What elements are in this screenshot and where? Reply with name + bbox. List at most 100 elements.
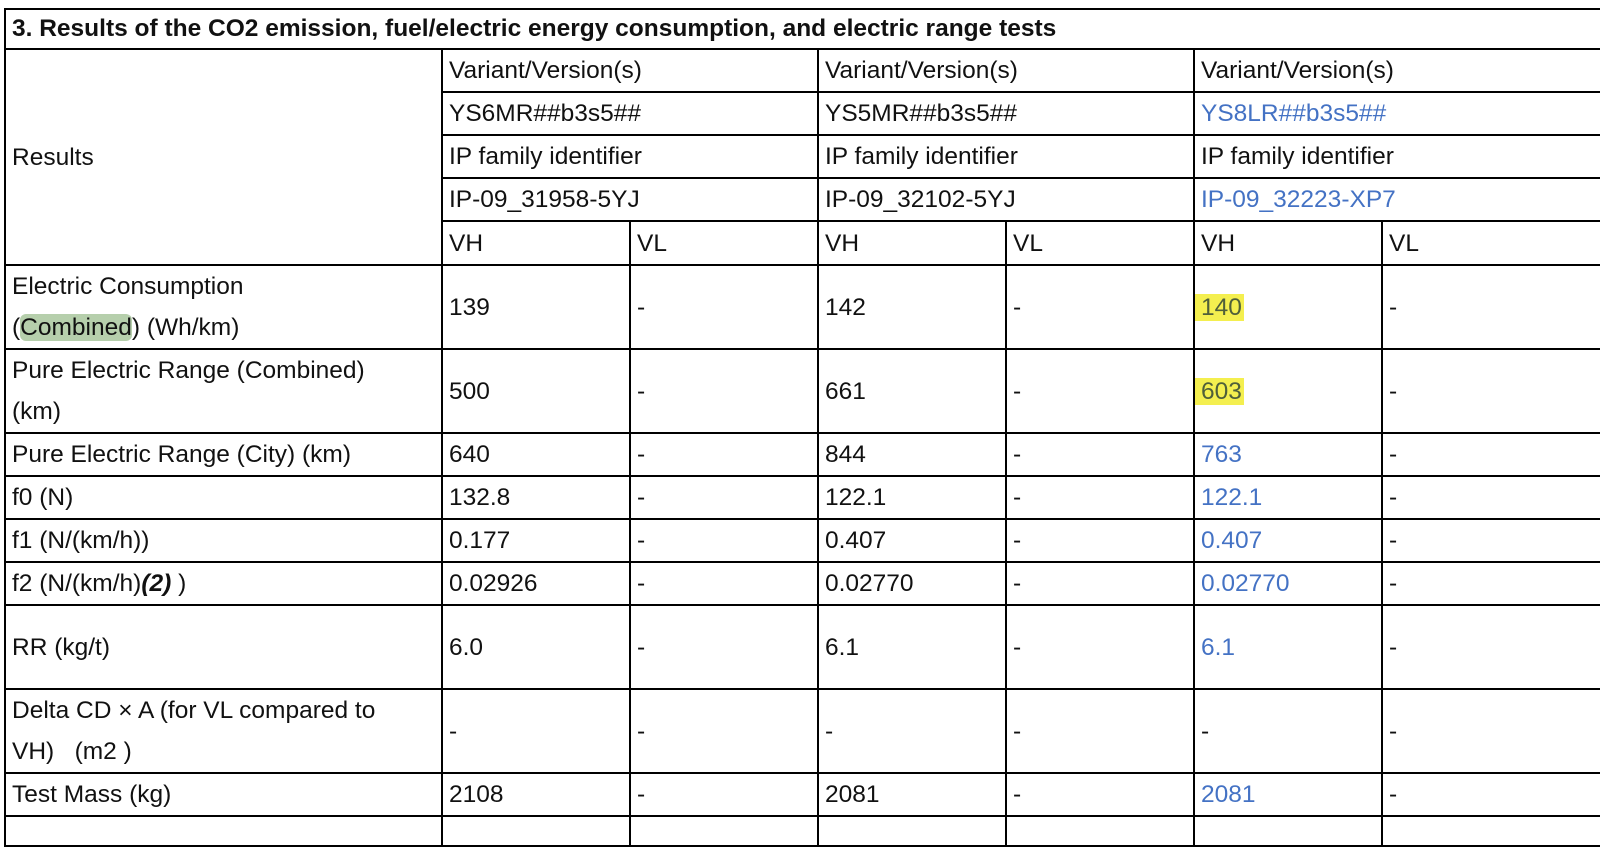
cell-value: 6.0	[441, 604, 631, 690]
cell-value: -	[629, 772, 819, 817]
vh-label-3: VH	[1193, 220, 1383, 266]
results-label: Results	[4, 48, 443, 266]
row-label-range-combined: Pure Electric Range (Combined) (km)	[4, 348, 443, 434]
ip-value-3: IP-09_32223-XP7	[1192, 177, 1600, 222]
cell-value: -	[629, 264, 819, 350]
cell-value: -	[1380, 772, 1600, 817]
cell-value: -	[629, 604, 819, 690]
cell-value: 132.8	[441, 475, 631, 520]
cell-value: 2081	[817, 772, 1007, 817]
variant-code-row: YS6MR##b3s5## YS5MR##b3s5## YS8LR##b3s5#…	[5, 91, 1600, 136]
variant-code-1: YS6MR##b3s5##	[441, 91, 819, 136]
cell-value: 122.1	[817, 475, 1007, 520]
cell-value: 0.177	[441, 518, 631, 563]
variant-code-2: YS5MR##b3s5##	[817, 91, 1195, 136]
row-label-line-1: Electric Consumption	[12, 273, 244, 300]
results-table: 3. Results of the CO2 emission, fuel/ele…	[3, 8, 1600, 847]
cell-value: -	[1005, 475, 1195, 520]
cell-value: 661	[817, 348, 1007, 434]
cell-value: -	[1005, 604, 1195, 690]
row-label-f2: f2 (N/(km/h)(2) )	[4, 561, 443, 606]
cell-value: -	[629, 561, 819, 606]
vh-label-1: VH	[441, 220, 631, 266]
vh-vl-row: VH VL VH VL VH VL	[5, 220, 1600, 266]
row-label-f0: f0 (N)	[4, 475, 443, 520]
table-row: Pure Electric Range (City) (km) 640 - 84…	[4, 432, 1600, 477]
cell-value: 500	[441, 348, 631, 434]
row-label-rr: RR (kg/t)	[4, 604, 443, 690]
section-title: 3. Results of the CO2 emission, fuel/ele…	[3, 8, 1600, 50]
row-label-electric-consumption: Electric Consumption (Combined) (Wh/km)	[4, 264, 443, 350]
cell-value: -	[1005, 264, 1195, 350]
cell-value: -	[1380, 518, 1600, 563]
cell-value: -	[441, 688, 631, 774]
cell-value: -	[629, 432, 819, 477]
cell-value: -	[1005, 772, 1195, 817]
table-row: f2 (N/(km/h)(2) ) 0.02926 - 0.02770 - 0.…	[4, 561, 1600, 606]
cell-value: -	[1380, 348, 1600, 434]
cell-value: 0.02770	[817, 561, 1007, 606]
vh-label-2: VH	[817, 220, 1007, 266]
row-label-range-city: Pure Electric Range (City) (km)	[4, 432, 443, 477]
cell-value: 139	[441, 264, 631, 350]
vl-label-1: VL	[629, 220, 819, 266]
cell-value-highlighted: 603	[1193, 348, 1383, 434]
row-label-f1: f1 (N/(km/h))	[4, 518, 443, 563]
table-row: f0 (N) 132.8 - 122.1 - 122.1 -	[4, 475, 1600, 520]
ip-label-1: IP family identifier	[441, 134, 819, 179]
cell-value: 640	[441, 432, 631, 477]
cell-value: -	[1005, 561, 1195, 606]
cell-value: 0.407	[817, 518, 1007, 563]
cell-value: -	[1380, 264, 1600, 350]
cell-value: 6.1	[817, 604, 1007, 690]
cell-value: -	[1380, 561, 1600, 606]
ip-value-row: IP-09_31958-5YJ IP-09_32102-5YJ IP-09_32…	[5, 177, 1600, 222]
cell-value: 122.1	[1193, 475, 1383, 520]
variant-label-1: Variant/Version(s)	[441, 48, 819, 93]
table-row: Pure Electric Range (Combined) (km) 500 …	[4, 348, 1600, 434]
ip-label-2: IP family identifier	[817, 134, 1195, 179]
cell-value: 763	[1193, 432, 1383, 477]
table-row: Electric Consumption (Combined) (Wh/km) …	[4, 264, 1600, 350]
cell-value: -	[1380, 604, 1600, 690]
row-label-delta-cda: Delta CD × A (for VL compared to VH) (m2…	[4, 688, 443, 774]
table-row: RR (kg/t) 6.0 - 6.1 - 6.1 -	[4, 604, 1600, 690]
cell-value: 844	[817, 432, 1007, 477]
variant-label-row: Results Variant/Version(s) Variant/Versi…	[4, 48, 1600, 266]
ip-label-3: IP family identifier	[1192, 134, 1600, 179]
cell-value: -	[1005, 688, 1195, 774]
cell-value: -	[817, 688, 1007, 774]
cell-value: -	[1005, 348, 1195, 434]
cell-value: 2081	[1193, 772, 1383, 817]
cell-value: 0.02926	[441, 561, 631, 606]
variant-label-2: Variant/Version(s)	[817, 48, 1195, 93]
cell-value: -	[1005, 432, 1195, 477]
table-row-partial	[4, 815, 1600, 847]
ip-value-2: IP-09_32102-5YJ	[817, 177, 1195, 222]
cell-value: -	[1380, 432, 1600, 477]
cell-value: -	[1380, 475, 1600, 520]
cell-value: 2108	[441, 772, 631, 817]
table-row: f1 (N/(km/h)) 0.177 - 0.407 - 0.407 -	[4, 518, 1600, 563]
table-row: Delta CD × A (for VL compared to VH) (m2…	[4, 688, 1600, 774]
cell-value: -	[629, 688, 819, 774]
vl-label-3: VL	[1380, 220, 1600, 266]
cell-value: 0.407	[1193, 518, 1383, 563]
table-row: Test Mass (kg) 2108 - 2081 - 2081 -	[4, 772, 1600, 817]
ip-value-1: IP-09_31958-5YJ	[441, 177, 819, 222]
cell-value: 6.1	[1193, 604, 1383, 690]
cell-value: -	[629, 475, 819, 520]
cell-value: -	[629, 348, 819, 434]
row-label-test-mass: Test Mass (kg)	[4, 772, 443, 817]
cell-value: 142	[817, 264, 1007, 350]
cell-value: -	[1380, 688, 1600, 774]
highlight-combined: Combined	[20, 314, 132, 341]
cell-value: -	[1005, 518, 1195, 563]
ip-label-row: IP family identifier IP family identifie…	[5, 134, 1600, 179]
vl-label-2: VL	[1005, 220, 1195, 266]
cell-value: -	[1193, 688, 1383, 774]
cell-value: -	[629, 518, 819, 563]
section-title-row: 3. Results of the CO2 emission, fuel/ele…	[3, 8, 1600, 50]
variant-code-3: YS8LR##b3s5##	[1192, 91, 1600, 136]
